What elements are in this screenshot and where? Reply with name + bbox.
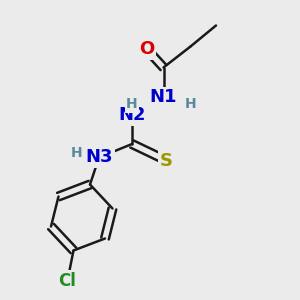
- Text: H: H: [126, 98, 138, 111]
- Text: O: O: [140, 40, 154, 58]
- Text: N1: N1: [150, 88, 177, 106]
- Text: N2: N2: [118, 106, 146, 124]
- Text: N3: N3: [85, 148, 113, 166]
- Text: Cl: Cl: [58, 272, 76, 290]
- Text: H: H: [185, 98, 196, 111]
- Text: S: S: [160, 152, 173, 169]
- Text: H: H: [71, 146, 82, 160]
